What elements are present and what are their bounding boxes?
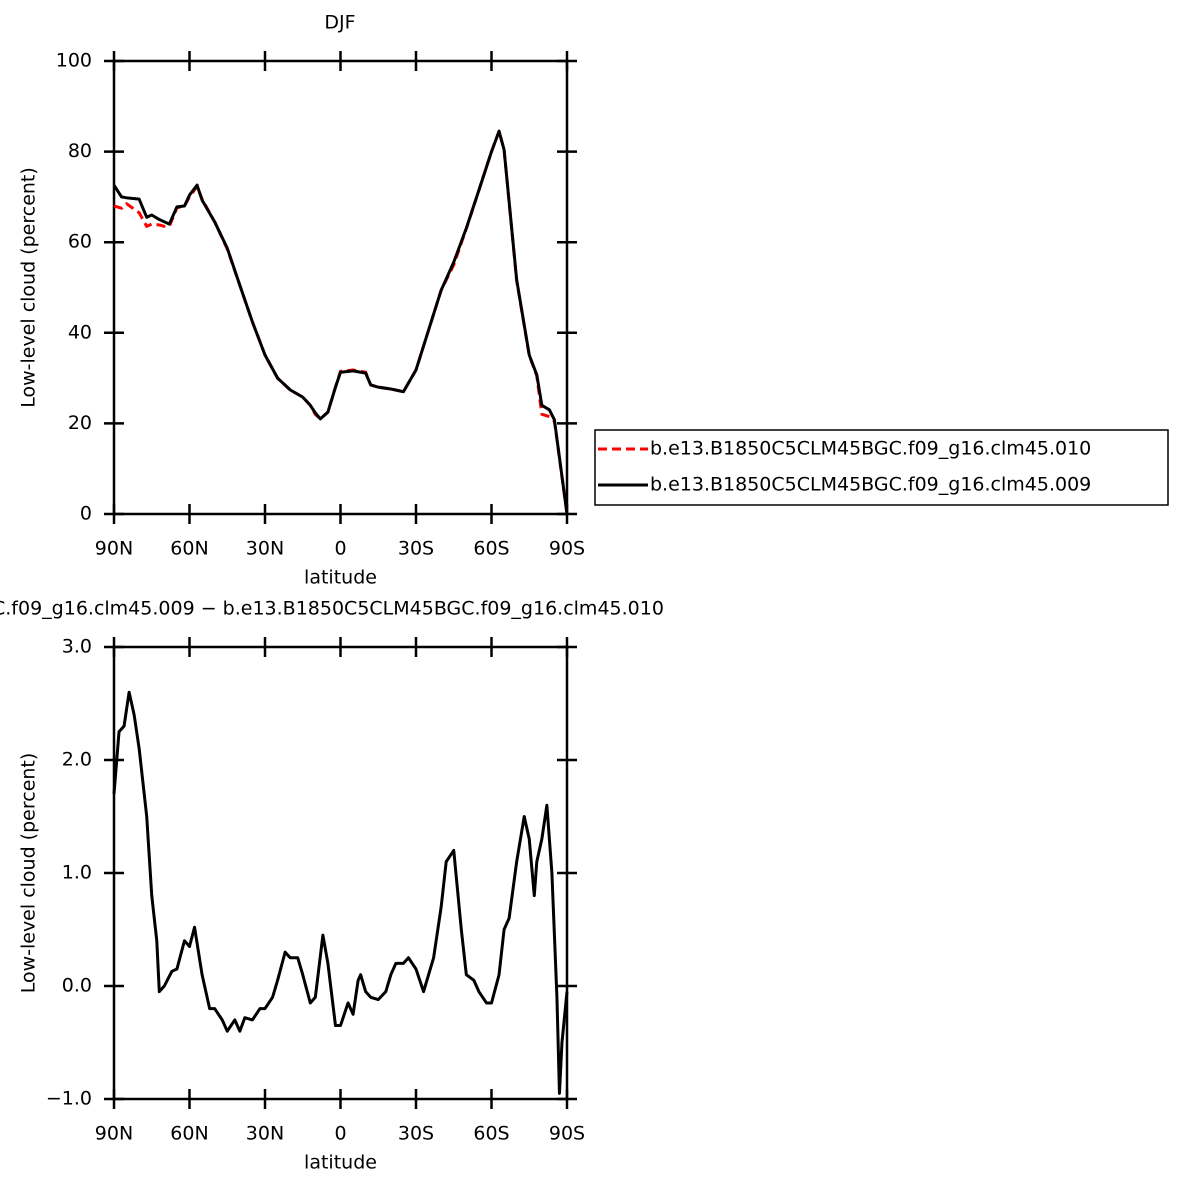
legend-label: b.e13.B1850C5CLM45BGC.f09_g16.clm45.009 — [650, 474, 1091, 496]
y-tick-label: 2.0 — [62, 749, 92, 771]
y-tick-label: 100 — [56, 50, 92, 72]
y-tick-label: 60 — [68, 231, 92, 253]
x-tick-label: 60S — [473, 538, 509, 560]
x-tick-label: 60N — [170, 1123, 208, 1145]
x-tick-label: 30S — [398, 1123, 434, 1145]
chart-title: C.f09_g16.clm45.009 − b.e13.B1850C5CLM45… — [0, 598, 664, 620]
legend-frame — [594, 429, 1169, 506]
x-tick-label: 30N — [246, 1123, 284, 1145]
x-tick-label: 60N — [170, 538, 208, 560]
y-axis-label: Low-level cloud (percent) — [18, 167, 40, 408]
y-tick-label: 80 — [68, 140, 92, 162]
x-tick-label: 30S — [398, 538, 434, 560]
x-axis-label: latitude — [304, 1152, 377, 1174]
x-tick-label: 30N — [246, 538, 284, 560]
x-tick-label: 0 — [334, 1123, 346, 1145]
x-tick-label: 90N — [95, 1123, 133, 1145]
x-tick-label: 90N — [95, 538, 133, 560]
y-tick-label: 40 — [68, 321, 92, 343]
legend-label: b.e13.B1850C5CLM45BGC.f09_g16.clm45.010 — [650, 438, 1091, 460]
x-tick-label: 0 — [334, 538, 346, 560]
y-tick-label: 20 — [68, 412, 92, 434]
chart-title: DJF — [324, 12, 355, 34]
y-tick-label: 0.0 — [62, 975, 92, 997]
y-tick-label: 0 — [80, 503, 92, 525]
plot-frame — [112, 645, 569, 1101]
y-tick-label: 1.0 — [62, 862, 92, 884]
y-axis-label: Low-level cloud (percent) — [18, 753, 40, 994]
data-line — [113, 129, 569, 515]
y-tick-label: −1.0 — [46, 1088, 92, 1110]
data-line — [112, 690, 569, 1095]
x-tick-label: 60S — [473, 1123, 509, 1145]
plot-frame — [112, 59, 569, 516]
x-tick-label: 90S — [549, 538, 585, 560]
x-axis-label: latitude — [304, 567, 377, 589]
data-line — [112, 129, 569, 515]
x-tick-label: 90S — [549, 1123, 585, 1145]
y-tick-label: 3.0 — [62, 636, 92, 658]
